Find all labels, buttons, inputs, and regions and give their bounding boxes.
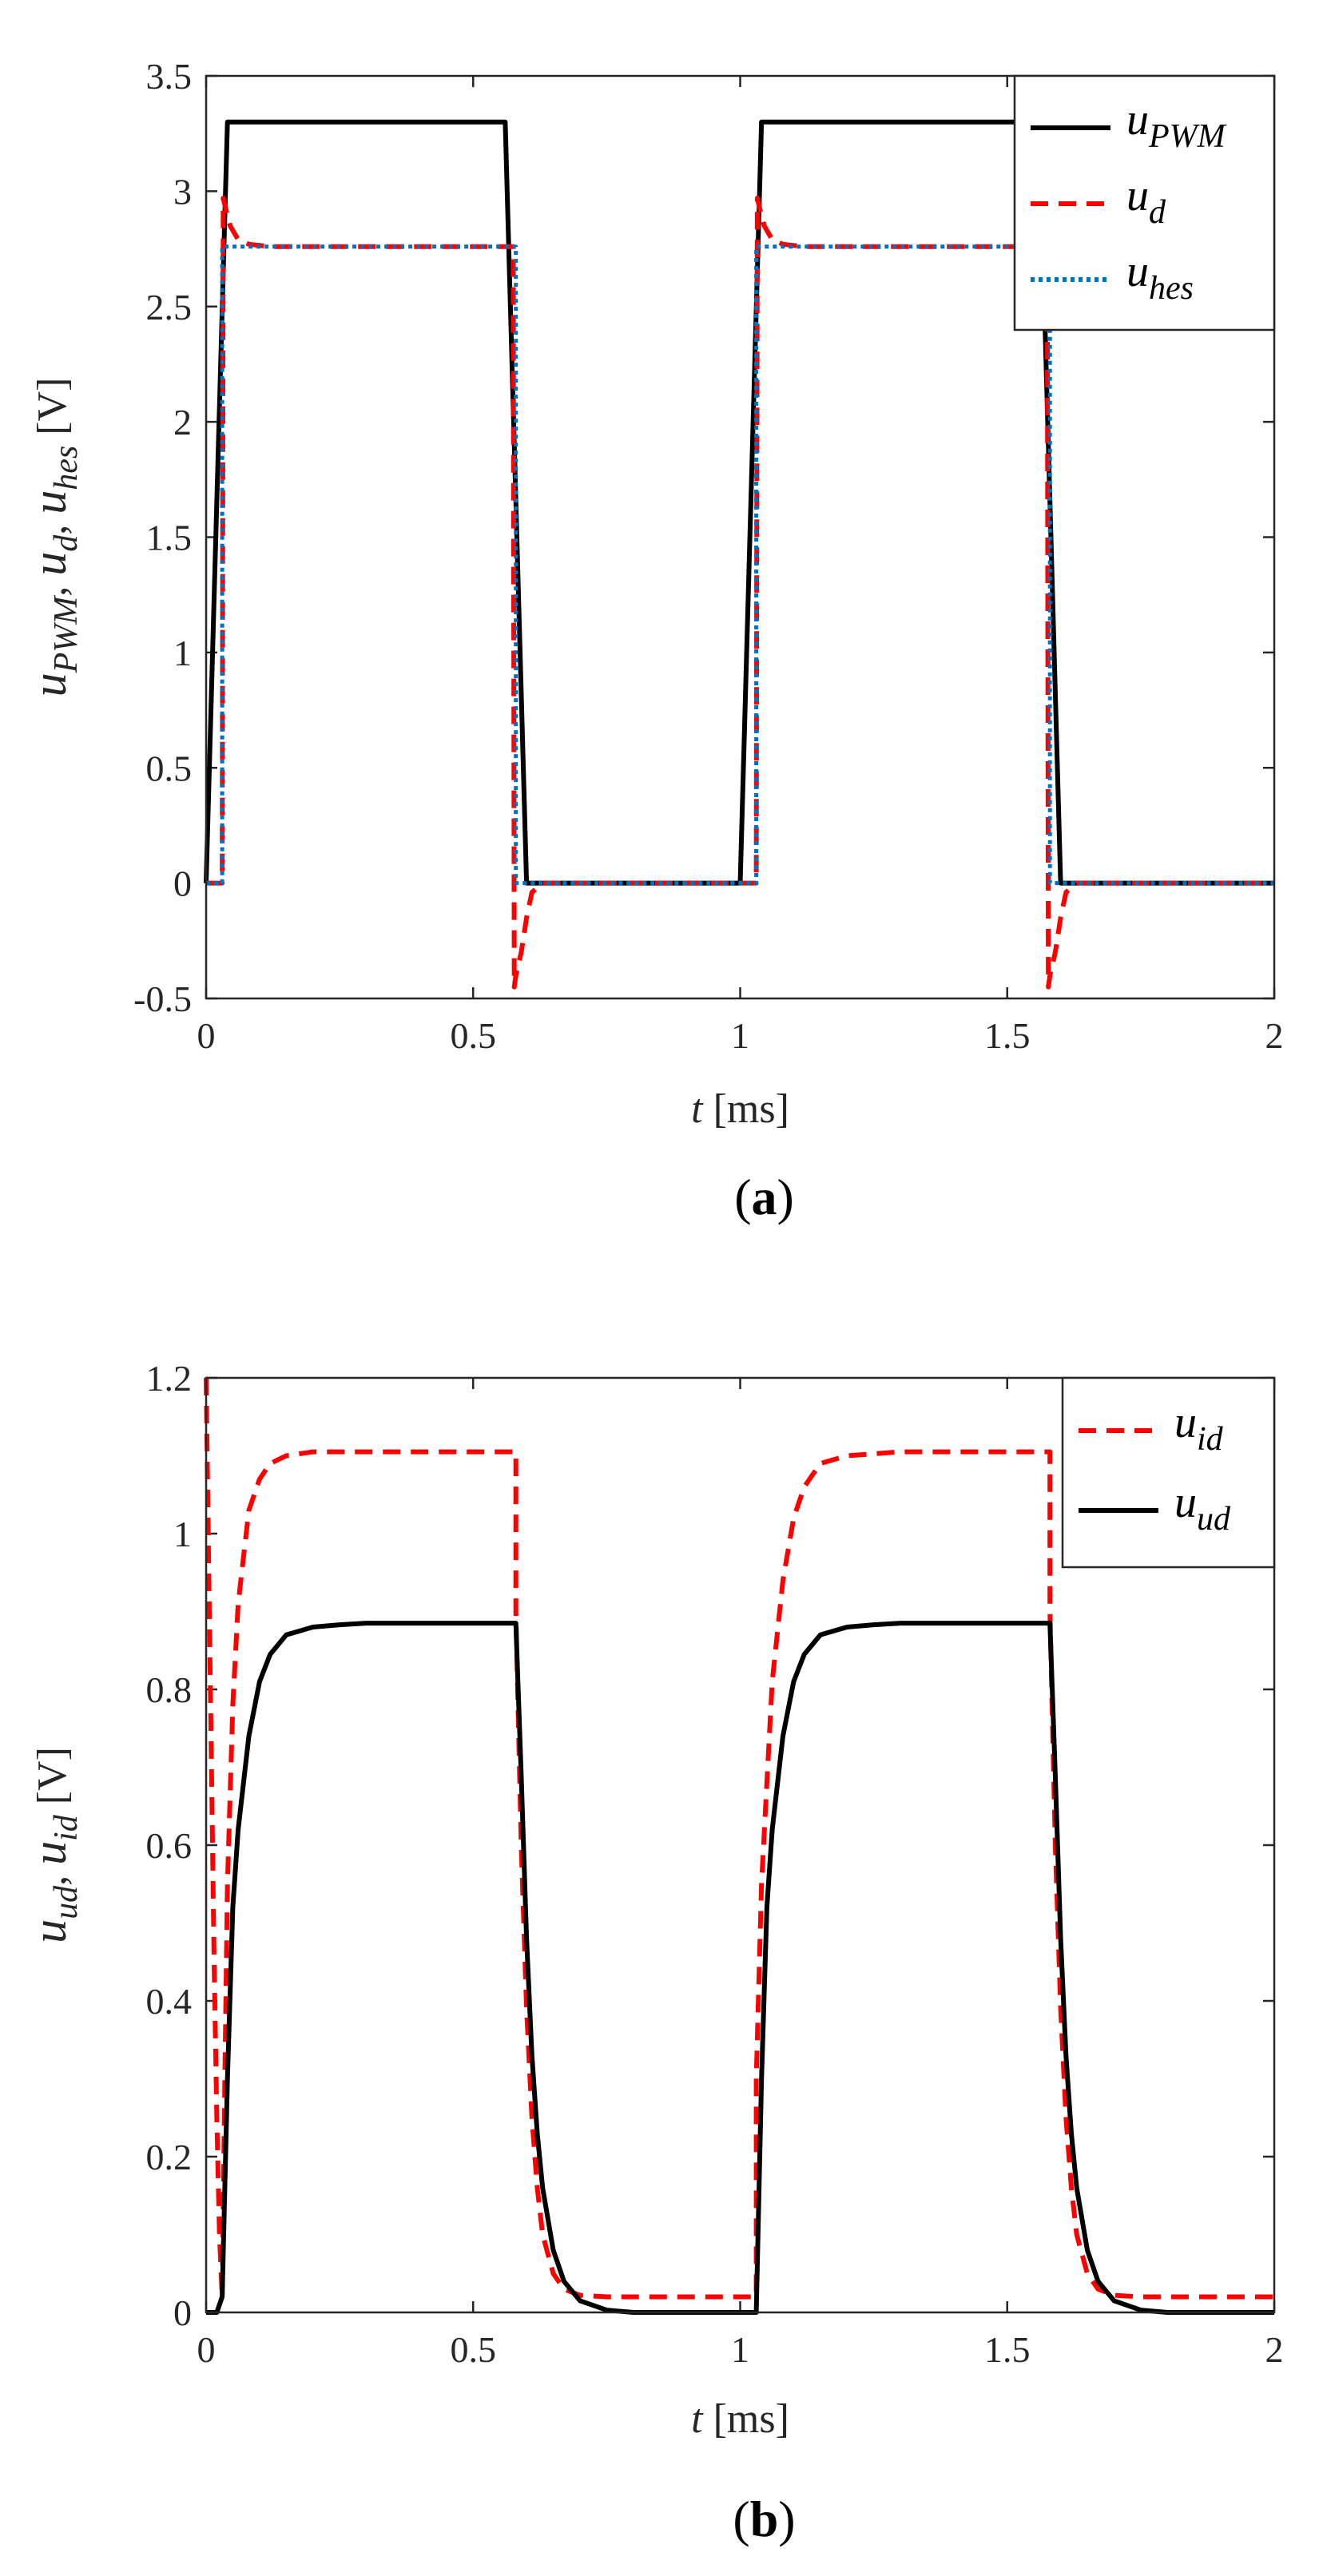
x-tick-label: 1 [731,2329,749,2370]
x-axis-label-a: t [ms] [691,1086,789,1132]
x-tick-label: 0.5 [451,1015,497,1056]
y-axis-label-a: uPWM, ud, uhes [V] [23,378,85,697]
plot-frame-a [205,74,1276,1000]
y-tick-label: 3.5 [146,56,193,97]
y-tick-label: 3 [173,171,192,212]
y-tick-labels-a: -0.5 0 0.5 1 1.5 2 2.5 3 3.5 [133,56,192,1019]
x-tick-label: 0 [197,1015,216,1056]
x-tick-label: 1.5 [984,2329,1031,2370]
y-axis-sub1-a: PWM [48,595,85,674]
x-tick-label: 1.5 [984,1015,1031,1056]
plot-frame-b [205,1376,1276,2314]
x-tick-label: 0.5 [451,2329,497,2370]
x-tick-label: 1 [731,1015,749,1056]
y-axis-u2-a: u [23,552,76,576]
x-axis-label-b: t [ms] [691,2396,789,2442]
y-axis-u1-a: u [23,673,76,697]
y-tick-label: 1 [173,633,192,673]
chart-panel-b: 0 0.5 1 1.5 2 00.20.40.60.811.2 t [ms] uud, … [23,1358,1284,2547]
y-tick-label: 0.2 [146,2137,193,2177]
y-tick-label: 2 [173,402,192,443]
legend-label-u-hes: uhes [1126,247,1194,307]
y-tick-label: 0.6 [146,1825,193,1866]
series-u-hes-line [206,244,1274,886]
caption-a: (a) [734,1169,794,1225]
y-tick-label: 2.5 [146,287,193,327]
x-tick-label: 2 [1265,1015,1284,1056]
y-tick-label: 0.8 [146,1669,193,1710]
legend-label-u-id: uid [1174,1398,1224,1458]
x-axis-var-b: t [691,2396,704,2442]
y-tick-label: 0 [173,2292,192,2333]
legend-label-u-d: ud [1126,171,1166,231]
x-tick-labels-b: 0 0.5 1 1.5 2 [197,2329,1284,2370]
y-axis-u3-a: u [23,490,76,514]
x-tick-labels-a: 0 0.5 1 1.5 2 [197,1015,1284,1056]
y-axis-sub3-a: hes [48,446,85,490]
y-tick-label: -0.5 [133,978,192,1019]
y-axis-sub2-a: d [48,534,85,552]
y-tick-label: 0.5 [146,748,193,788]
legend-label-u-ud: uud [1174,1478,1231,1538]
y-axis-sub2-b: id [48,1814,85,1841]
x-axis-unit-b: [ms] [713,2396,789,2442]
caption-b: (b) [733,2491,795,2547]
y-axis-sub1-b: ud [48,1885,85,1919]
y-axis-u2-b: u [23,1841,76,1865]
legend-b: uid uud [1061,1376,1276,1569]
legend-box [1013,74,1276,331]
y-axis-label-b: uud, uid [V] [23,1747,85,1943]
legend-a: uPWM ud uhes [1013,74,1276,331]
y-tick-label: 0.4 [146,1981,193,2022]
x-axis-unit-a: [ms] [713,1086,789,1132]
y-tick-label: 1.2 [146,1358,193,1399]
y-axis-unit-a: [V] [30,378,75,435]
series-u-d-line [206,196,1274,990]
y-tick-label: 1.5 [146,518,193,558]
series-group-a [204,119,1274,990]
legend-label-u-pwm: uPWM [1126,95,1227,155]
y-tick-label: 0 [173,863,192,904]
x-tick-label: 2 [1265,2329,1284,2370]
y-tick-label: 1 [173,1514,192,1554]
y-axis-u1-b: u [23,1919,76,1943]
x-axis-var-a: t [691,1086,704,1132]
y-axis-unit-b: [V] [30,1747,75,1804]
chart-panel-a: 0 0.5 1 1.5 2 -0.500.511.522.533.5 t [ms] uP… [23,56,1284,1225]
series-u-id-line [204,1377,1274,2300]
x-tick-label: 0 [197,2329,216,2370]
y-tick-labels-b: 0 0.2 0.4 0.6 0.8 1 1.2 [146,1358,193,2333]
legend-box [1061,1376,1276,1569]
